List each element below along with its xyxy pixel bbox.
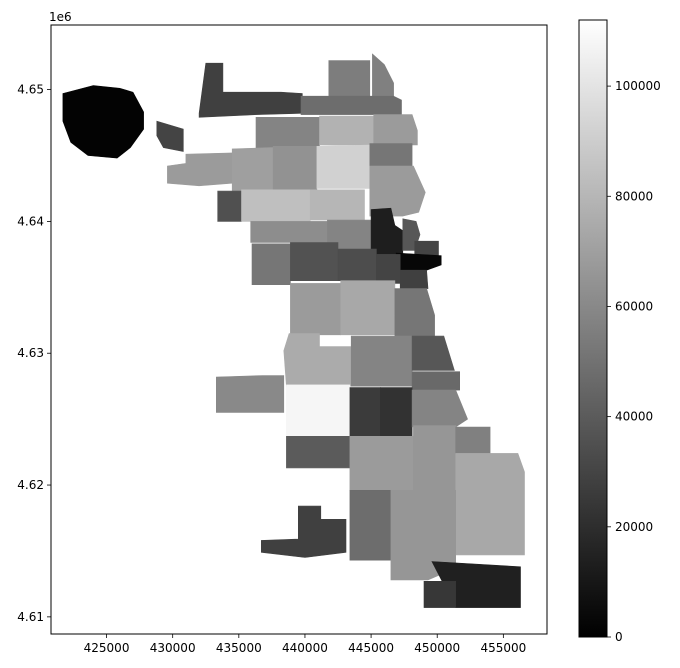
map-region-18 — [309, 189, 365, 221]
map-region-38 — [286, 384, 351, 438]
y-axis: 4.61 4.62 4.63 4.64 4.65 — [17, 83, 51, 624]
colorbar-tick-label: 100000 — [615, 79, 661, 93]
map-region-41 — [411, 389, 468, 428]
map-region-6 — [319, 115, 375, 146]
map-region-43 — [349, 435, 414, 491]
map-region-11 — [231, 147, 274, 192]
map-region-37 — [216, 375, 285, 413]
map-region-4 — [198, 62, 303, 118]
x-tick-label: 425000 — [84, 641, 130, 655]
y-tick-label: 4.62 — [17, 478, 44, 492]
x-tick-label: 445000 — [348, 641, 394, 655]
map-region-28 — [376, 254, 401, 284]
map-regions — [62, 53, 525, 608]
colorbar-tick-label: 20000 — [615, 520, 653, 534]
x-tick-label: 430000 — [150, 641, 196, 655]
map-region-9 — [300, 95, 402, 115]
map-region-8 — [372, 53, 394, 97]
map-region-26 — [290, 242, 339, 282]
y-tick-label: 4.61 — [17, 610, 44, 624]
map-region-51 — [423, 580, 457, 608]
map-region-36 — [411, 371, 461, 391]
colorbar-tick-label: 80000 — [615, 189, 653, 203]
colorbar-frame — [578, 19, 608, 638]
y-tick-label: 4.63 — [17, 346, 44, 360]
map-region-5 — [255, 117, 320, 151]
x-tick-label: 455000 — [480, 641, 526, 655]
map-region-27 — [337, 248, 377, 282]
colorbar-tick-label: 60000 — [615, 299, 653, 313]
map-region-16 — [217, 190, 242, 222]
map-region-34 — [350, 335, 413, 387]
x-tick-label: 435000 — [216, 641, 262, 655]
colorbar-tick-label: 0 — [615, 630, 623, 644]
map-region-1 — [62, 85, 144, 159]
map-region-30 — [290, 283, 342, 336]
map-region-15 — [369, 165, 426, 217]
map-region-14 — [369, 143, 413, 167]
map-region-35 — [411, 335, 455, 371]
colorbar-tick-label: 40000 — [615, 410, 653, 424]
map-region-12 — [272, 146, 318, 191]
plot-frame — [50, 24, 548, 635]
map-region-17 — [241, 189, 311, 222]
map-region-29 — [399, 269, 429, 289]
colorbar-ticks: 0 20000 40000 60000 80000 100000 — [607, 79, 661, 644]
map-region-32 — [394, 288, 435, 338]
map-region-45 — [455, 426, 491, 454]
x-tick-label: 440000 — [282, 641, 328, 655]
map-region-7 — [328, 60, 371, 97]
y-tick-label: 4.65 — [17, 83, 44, 97]
map-region-25 — [251, 243, 291, 286]
map-region-13 — [316, 144, 371, 189]
x-tick-label: 450000 — [414, 641, 460, 655]
map-region-31 — [340, 280, 396, 336]
map-region-39 — [349, 387, 381, 438]
map-region-2 — [156, 120, 184, 152]
x-axis: 425000 430000 435000 440000 445000 450000 4550… — [84, 634, 526, 655]
y-offset-label: 1e6 — [49, 10, 72, 24]
map-region-49 — [260, 505, 347, 558]
map-region-46 — [455, 453, 525, 556]
map-region-19 — [250, 221, 328, 243]
map-region-42 — [286, 435, 351, 469]
map-region-24 — [395, 252, 442, 271]
map-region-40 — [379, 387, 413, 438]
y-tick-label: 4.64 — [17, 214, 44, 228]
colorbar — [579, 20, 607, 637]
map-region-47 — [349, 489, 392, 561]
map-region-10 — [373, 114, 418, 146]
map-region-44 — [413, 425, 457, 491]
